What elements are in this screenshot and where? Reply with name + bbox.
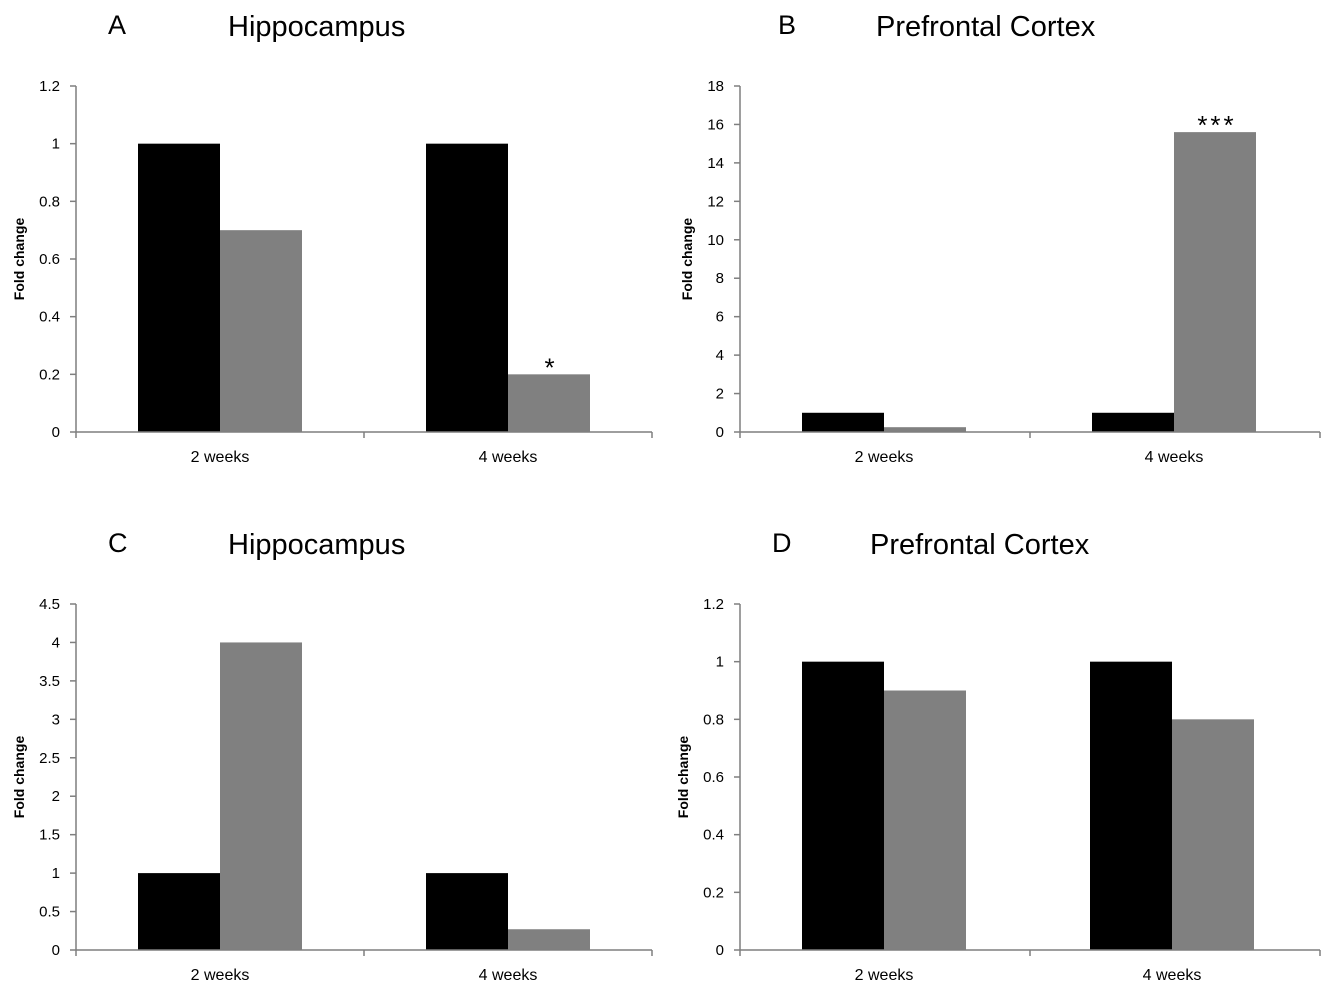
y-tick-label: 0.5 bbox=[39, 904, 60, 921]
y-tick-label: 6 bbox=[716, 309, 724, 326]
x-tick-label: 2 weeks bbox=[855, 967, 914, 984]
y-tick-label: 18 bbox=[707, 78, 724, 95]
bar-4-weeks-series-2 bbox=[508, 929, 590, 950]
y-tick-label: 0.6 bbox=[39, 251, 60, 268]
panel-letter: D bbox=[772, 528, 792, 558]
y-tick-label: 0.2 bbox=[39, 366, 60, 383]
x-tick-label: 4 weeks bbox=[479, 967, 538, 984]
y-tick-label: 2.5 bbox=[39, 750, 60, 767]
chart-panel-c: C Hippocampus Fold change 0 0.5 1 1.5 2 2.5 3 3.5 4… bbox=[11, 528, 653, 984]
y-tick-label: 0.4 bbox=[39, 309, 60, 326]
chart-title: Prefrontal Cortex bbox=[876, 11, 1096, 43]
bar-2-weeks-series-1 bbox=[802, 661, 884, 950]
bar-4-weeks-series-1 bbox=[426, 873, 508, 950]
y-tick-label: 4.5 bbox=[39, 596, 60, 613]
y-tick-label: 4 bbox=[716, 347, 724, 364]
bar-4-weeks-series-1 bbox=[1092, 412, 1174, 432]
bar-2-weeks-series-2 bbox=[884, 427, 966, 432]
bar-2-weeks-series-1 bbox=[138, 873, 220, 950]
y-tick-label: 1 bbox=[716, 654, 724, 671]
bar-2-weeks-series-1 bbox=[802, 412, 884, 432]
bar-4-weeks-series-2 bbox=[508, 374, 590, 432]
significance-marker: *** bbox=[1197, 110, 1236, 140]
y-tick-label: 0 bbox=[716, 424, 724, 441]
y-tick-label: 2 bbox=[52, 788, 60, 805]
y-axis-label: Fold change bbox=[11, 218, 27, 301]
bar-4-weeks-series-1 bbox=[426, 143, 508, 432]
y-tick-label: 8 bbox=[716, 270, 724, 287]
y-tick-label: 1.5 bbox=[39, 827, 60, 844]
chart-title: Hippocampus bbox=[228, 529, 405, 561]
panel-letter: C bbox=[108, 528, 128, 558]
y-axis-label: Fold change bbox=[675, 736, 691, 819]
y-tick-label: 14 bbox=[707, 155, 724, 172]
y-tick-label: 1 bbox=[52, 865, 60, 882]
chart-title: Hippocampus bbox=[228, 11, 405, 43]
y-tick-label: 10 bbox=[707, 232, 724, 249]
y-tick-label: 16 bbox=[707, 116, 724, 133]
bar-4-weeks-series-2 bbox=[1174, 132, 1256, 432]
y-tick-label: 12 bbox=[707, 193, 724, 210]
y-tick-label: 1.2 bbox=[39, 78, 60, 95]
y-tick-label: 1.2 bbox=[703, 596, 724, 613]
bar-2-weeks-series-2 bbox=[220, 230, 302, 432]
x-tick-label: 2 weeks bbox=[191, 967, 250, 984]
panel-letter: B bbox=[778, 10, 796, 40]
chart-panel-b: B Prefrontal Cortex Fold change 0 2 4 6 8 10 12 14… bbox=[679, 10, 1321, 466]
panel-letter: A bbox=[108, 10, 126, 40]
bar-4-weeks-series-1 bbox=[1090, 661, 1172, 950]
x-tick-label: 4 weeks bbox=[479, 449, 538, 466]
bar-2-weeks-series-1 bbox=[138, 143, 220, 432]
y-tick-label: 0 bbox=[52, 942, 60, 959]
bar-4-weeks-series-2 bbox=[1172, 719, 1254, 950]
x-tick-label: 2 weeks bbox=[855, 449, 914, 466]
y-tick-label: 3.5 bbox=[39, 673, 60, 690]
bar-2-weeks-series-2 bbox=[884, 690, 966, 950]
y-tick-label: 0 bbox=[716, 942, 724, 959]
y-axis-label: Fold change bbox=[11, 736, 27, 819]
chart-title: Prefrontal Cortex bbox=[870, 529, 1090, 561]
y-tick-label: 0.2 bbox=[703, 884, 724, 901]
y-axis-label: Fold change bbox=[679, 218, 695, 301]
y-tick-label: 3 bbox=[52, 711, 60, 728]
y-tick-label: 0.8 bbox=[703, 711, 724, 728]
x-tick-label: 4 weeks bbox=[1143, 967, 1202, 984]
significance-marker: * bbox=[544, 352, 557, 382]
y-tick-label: 0 bbox=[52, 424, 60, 441]
chart-panel-a: A Hippocampus Fold change 0 0.2 0.4 0.6 0.8 1 1.2… bbox=[11, 10, 653, 466]
x-tick-label: 2 weeks bbox=[191, 449, 250, 466]
x-tick-label: 4 weeks bbox=[1145, 449, 1204, 466]
y-tick-label: 1 bbox=[52, 136, 60, 153]
chart-panel-d: D Prefrontal Cortex Fold change 0 0.2 0.4 0.6 0… bbox=[675, 528, 1321, 984]
bar-2-weeks-series-2 bbox=[220, 642, 302, 950]
y-tick-label: 0.8 bbox=[39, 193, 60, 210]
y-tick-label: 2 bbox=[716, 386, 724, 403]
y-tick-label: 0.4 bbox=[703, 827, 724, 844]
y-tick-label: 4 bbox=[52, 634, 60, 651]
y-tick-label: 0.6 bbox=[703, 769, 724, 786]
